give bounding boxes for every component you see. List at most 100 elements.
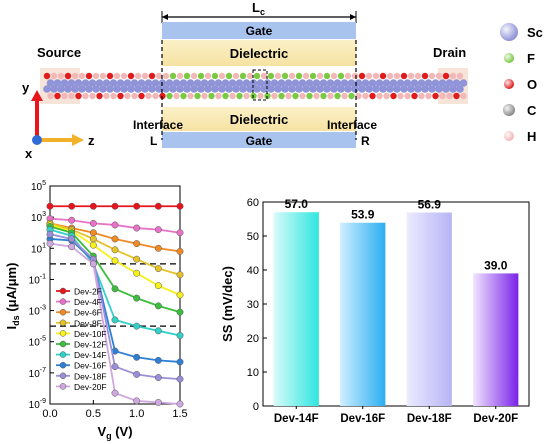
atom [351, 85, 359, 93]
y-tick-label: 10-9 [29, 398, 46, 411]
atom [124, 92, 131, 100]
atom [43, 72, 51, 80]
atom [109, 79, 118, 87]
atom [396, 79, 405, 87]
series-point [176, 229, 184, 237]
series-point [68, 235, 76, 243]
atom [305, 79, 314, 87]
atom [96, 92, 103, 100]
legend-atom-label: O [527, 77, 537, 92]
atom [368, 79, 377, 87]
atom [456, 85, 464, 93]
atom [288, 85, 296, 93]
atom [120, 72, 128, 80]
y-tick-label: 10-5 [29, 336, 46, 349]
atom [260, 85, 268, 93]
atom [253, 72, 261, 80]
atom [323, 85, 331, 93]
atom [389, 79, 398, 87]
legend-atom-label: Sc [527, 25, 543, 40]
atom [127, 85, 135, 93]
legend-atom-highlight [504, 131, 514, 141]
series-point [133, 240, 141, 248]
atom-chain [43, 72, 468, 100]
atom [187, 92, 194, 100]
atom [309, 72, 317, 80]
atom [407, 85, 415, 93]
atom [169, 85, 177, 93]
series-point [111, 202, 119, 210]
atom [43, 85, 51, 93]
series-point [154, 327, 162, 335]
bar-value-label: 57.0 [285, 197, 309, 211]
bar-y-tick-label: 20 [247, 333, 259, 345]
atom [393, 85, 401, 93]
atom [435, 85, 443, 93]
atom [141, 72, 149, 80]
atom [414, 72, 422, 80]
atom [235, 79, 244, 87]
atom [221, 79, 230, 87]
atom [144, 79, 153, 87]
atom [334, 92, 341, 100]
legend-marker [59, 351, 67, 358]
atom [117, 92, 124, 100]
atom [284, 79, 293, 87]
atom [179, 79, 188, 87]
bar-category-label: Dev-18F [407, 413, 452, 425]
x-tick-label: 0.5 [86, 408, 101, 420]
atom [316, 85, 324, 93]
axis-y-label: y [22, 80, 30, 95]
legend-atom-highlight [503, 104, 515, 116]
atom [288, 72, 296, 80]
legend-marker [59, 319, 67, 327]
atom [456, 72, 464, 80]
bar-category-label: Dev-20F [473, 413, 518, 425]
atom [459, 79, 468, 87]
atom [295, 85, 303, 93]
atom [166, 92, 173, 100]
atom [54, 92, 61, 100]
atom [222, 92, 229, 100]
atom [89, 92, 96, 100]
atom [439, 92, 446, 100]
bar-category-label: Dev-16F [340, 413, 385, 425]
legend-entry-label: Dev-2F [74, 287, 102, 297]
atom [442, 72, 450, 80]
bottom-gate-label: Gate [246, 134, 273, 148]
atom [274, 72, 282, 80]
atom [316, 72, 324, 80]
atom [425, 92, 432, 100]
atom [246, 85, 254, 93]
legend-entry-label: Dev-18F [74, 371, 107, 381]
legend-atom-label: H [527, 129, 536, 144]
atom [211, 72, 219, 80]
atom [390, 92, 397, 100]
atom [204, 85, 212, 93]
atom [50, 85, 58, 93]
series-point [111, 316, 119, 324]
series-point [111, 221, 119, 229]
atom [313, 92, 320, 100]
top-dielectric [162, 40, 356, 66]
atom [460, 92, 467, 100]
atom [148, 72, 156, 80]
atom [134, 85, 142, 93]
atom [341, 92, 348, 100]
series-point [89, 235, 97, 243]
atom [85, 72, 93, 80]
atom [53, 79, 62, 87]
left-mark-label: L [150, 134, 157, 148]
atom [225, 85, 233, 93]
series-point [133, 397, 141, 405]
atom [375, 79, 384, 87]
atom [152, 92, 159, 100]
atom [78, 72, 86, 80]
bar-dev-16f [340, 222, 386, 406]
atom [400, 85, 408, 93]
atom [421, 72, 429, 80]
atom [435, 72, 443, 80]
series-point [111, 363, 119, 371]
atom [218, 85, 226, 93]
legend-entry-label: Dev-8F [74, 318, 102, 328]
